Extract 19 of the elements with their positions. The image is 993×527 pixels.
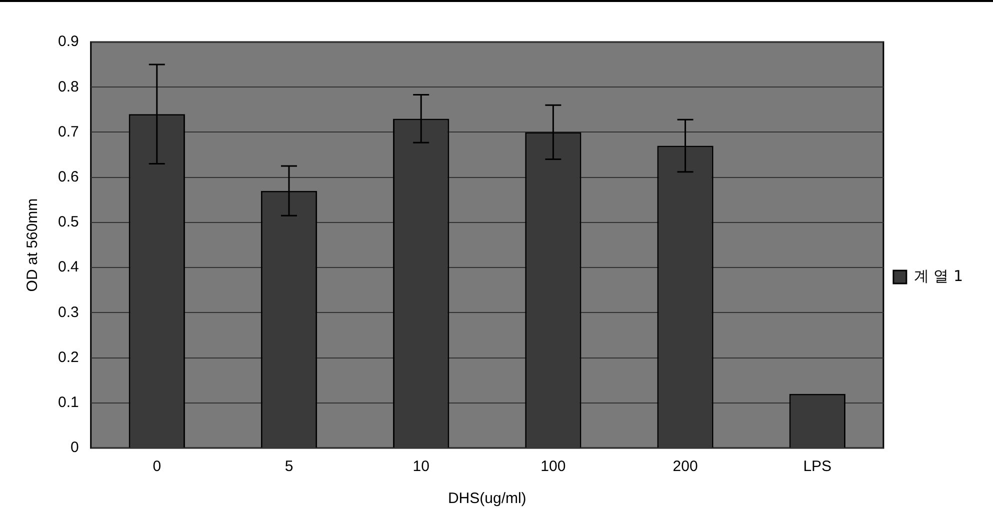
x-axis-title: DHS(ug/ml): [448, 490, 526, 508]
y-tick-label: 0.9: [58, 33, 79, 50]
y-tick-label: 0.7: [58, 123, 79, 140]
y-axis-title: OD at 560mm: [24, 198, 42, 292]
y-tick-label: 0.3: [58, 304, 79, 321]
x-tick-label: 10: [412, 458, 430, 476]
x-tick-label: 100: [540, 458, 566, 476]
y-tick-label: 0.8: [58, 78, 79, 96]
y-tick-label: 0.5: [58, 214, 79, 231]
y-tick-label: 0: [70, 439, 79, 456]
y-tick-label: 0.6: [58, 168, 79, 186]
x-tick-label: LPS: [803, 458, 832, 476]
x-tick-label: 5: [284, 458, 294, 476]
legend-label: 계 열 1: [914, 266, 964, 285]
y-tick-label: 0.2: [58, 348, 79, 366]
y-tick-label: 0.1: [58, 394, 79, 412]
x-tick-label: 200: [672, 458, 698, 476]
x-tick-label: 0: [152, 458, 162, 476]
y-tick-label: 0.4: [58, 258, 79, 276]
